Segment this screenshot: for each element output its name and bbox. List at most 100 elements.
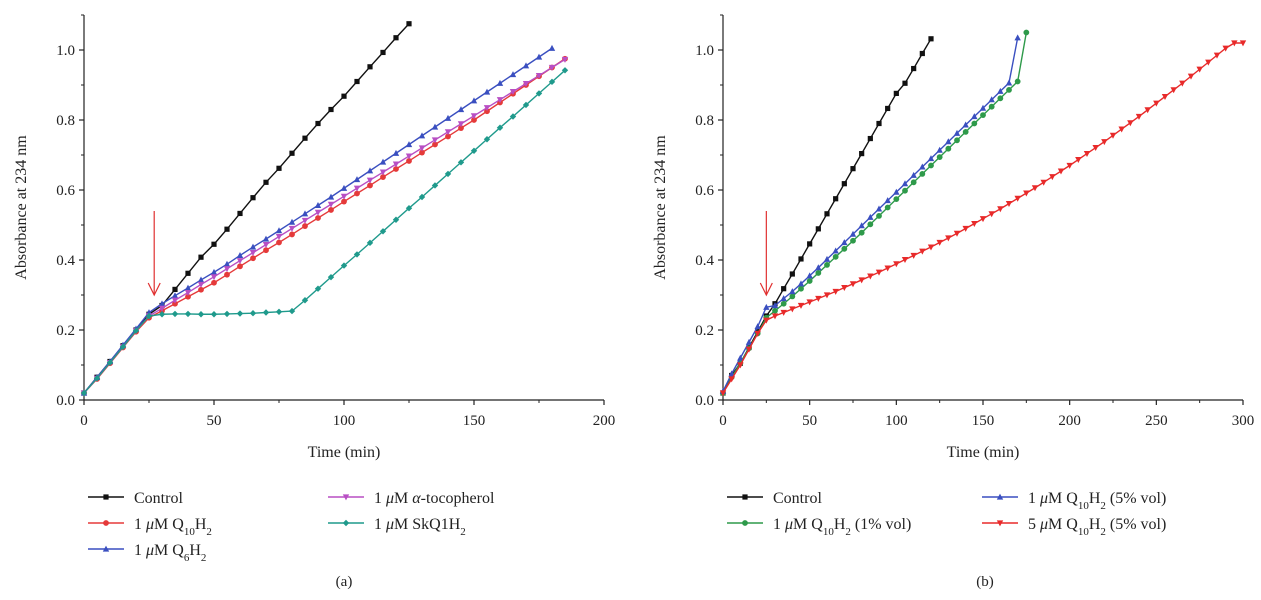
data-point: [211, 241, 217, 247]
legend-label: 1 μM α-tocopherol: [374, 490, 495, 507]
data-point: [431, 182, 439, 189]
series-2: [720, 29, 1030, 396]
data-point: [1153, 100, 1160, 107]
data-point: [314, 209, 322, 216]
data-point: [341, 93, 347, 99]
data-point: [327, 201, 335, 208]
data-point: [867, 213, 874, 220]
data-point: [132, 327, 140, 334]
data-point: [910, 179, 917, 186]
data-point: [496, 79, 504, 86]
data-point: [249, 250, 257, 257]
legend-item: 1 μM Q10H2 (5% vol): [982, 490, 1166, 512]
data-point: [754, 330, 761, 337]
data-point: [198, 254, 204, 260]
data-point: [393, 35, 399, 41]
data-point: [1187, 73, 1195, 80]
data-point: [444, 129, 452, 136]
y-tick-label: 0.2: [695, 323, 714, 339]
data-point: [823, 292, 831, 299]
data-point: [341, 198, 347, 205]
data-point: [789, 288, 796, 295]
data-point: [93, 375, 101, 382]
data-point: [392, 161, 400, 168]
data-point: [184, 310, 192, 318]
legend-marker: [102, 545, 110, 552]
x-tick-label: 250: [1145, 413, 1168, 429]
y-tick-label: 0.4: [695, 253, 714, 269]
y-tick-label: 0.0: [695, 393, 714, 409]
data-point: [953, 129, 961, 136]
data-point: [1127, 120, 1134, 127]
legend-label: 1 μM SkQ1H2: [374, 516, 466, 538]
data-point: [911, 65, 917, 72]
y-tick-label: 1.0: [695, 43, 714, 59]
annotation-arrow: [759, 211, 773, 297]
data-point: [198, 286, 204, 293]
data-point: [988, 211, 995, 218]
data-point: [859, 151, 865, 157]
data-point: [80, 389, 88, 397]
data-point: [832, 253, 839, 260]
data-point: [824, 262, 830, 268]
data-point: [1109, 132, 1117, 139]
data-point: [1222, 45, 1229, 52]
legend-marker: [742, 520, 748, 526]
data-point: [483, 88, 491, 95]
x-tick-label: 150: [972, 413, 995, 429]
data-point: [841, 245, 848, 252]
data-point: [197, 281, 205, 288]
legend-marker: [996, 520, 1004, 527]
legend: Control 1 μM Q10H2 1 μM Q6H2 1 μM α-tocophe…: [88, 490, 495, 564]
data-point: [875, 205, 883, 212]
data-point: [314, 285, 322, 292]
data-point: [418, 193, 426, 201]
data-point: [458, 125, 464, 131]
data-point: [867, 273, 874, 280]
legend-marker: [996, 493, 1004, 500]
data-point: [262, 309, 270, 316]
data-point: [418, 132, 426, 139]
data-point: [393, 166, 399, 172]
x-tick-label: 0: [80, 413, 88, 429]
data-point: [919, 248, 926, 255]
data-point: [1092, 145, 1099, 152]
data-point: [470, 147, 478, 154]
data-point: [988, 96, 995, 103]
data-point: [841, 181, 847, 187]
data-point: [353, 176, 361, 183]
data-point: [145, 312, 153, 320]
data-point: [928, 36, 934, 42]
data-point: [185, 293, 191, 300]
data-point: [379, 158, 387, 165]
data-point: [997, 95, 1004, 102]
data-point: [158, 300, 166, 307]
data-point: [367, 182, 373, 189]
data-point: [979, 216, 987, 223]
data-point: [893, 261, 900, 268]
data-point: [301, 297, 309, 304]
legend-marker: [342, 494, 350, 501]
x-tick-label: 200: [593, 413, 616, 429]
data-point: [172, 286, 178, 292]
data-point: [171, 297, 179, 304]
data-point: [223, 310, 231, 318]
data-point: [509, 113, 517, 120]
data-point: [919, 163, 926, 170]
y-tick-label: 1.0: [56, 43, 75, 59]
data-point: [367, 64, 373, 70]
data-point: [457, 121, 465, 128]
data-point: [1213, 52, 1221, 59]
data-point: [841, 239, 848, 246]
data-point: [893, 196, 900, 203]
data-point: [954, 137, 960, 144]
data-point: [340, 184, 348, 191]
data-point: [354, 78, 360, 85]
data-point: [223, 266, 231, 273]
data-point: [522, 81, 530, 87]
data-point: [1239, 40, 1247, 47]
data-point: [771, 302, 779, 309]
data-point: [262, 242, 270, 248]
data-point: [945, 138, 952, 145]
